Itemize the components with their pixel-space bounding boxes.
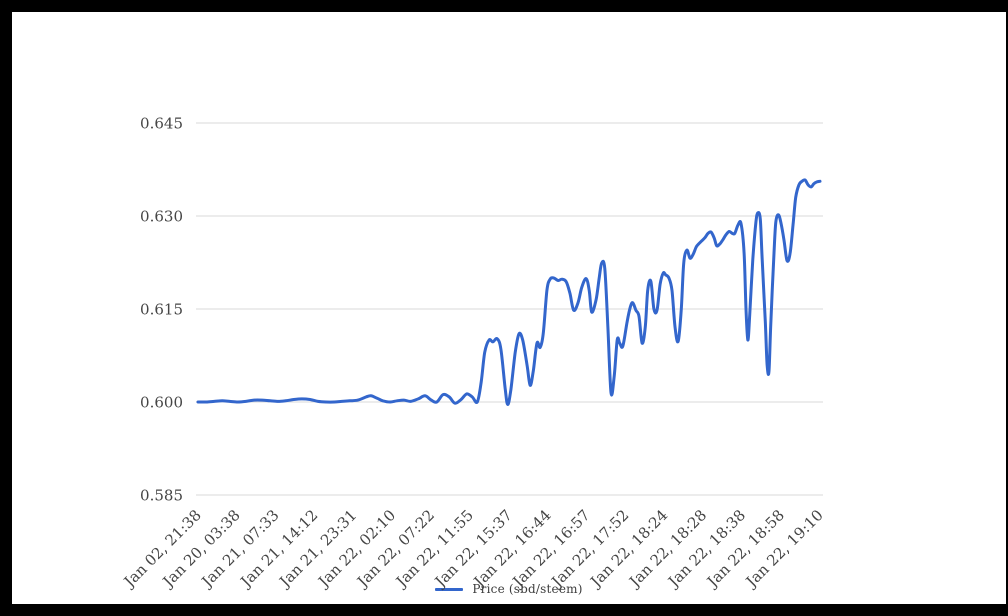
legend-label: Price (sbd/steem) (472, 582, 583, 596)
price-line-path (196, 178, 822, 406)
y-axis-tick-label: 0.585 (140, 487, 183, 505)
y-axis-tick-label: 0.645 (140, 115, 183, 133)
chart-legend: Price (sbd/steem) (12, 582, 1006, 596)
y-axis-tick-label: 0.615 (140, 301, 183, 319)
y-axis-tick-label: 0.630 (140, 208, 183, 226)
chart-canvas: Price (sbd/steem) (12, 12, 1006, 604)
legend-line-swatch (435, 587, 464, 591)
y-axis-tick-label: 0.600 (140, 394, 183, 412)
